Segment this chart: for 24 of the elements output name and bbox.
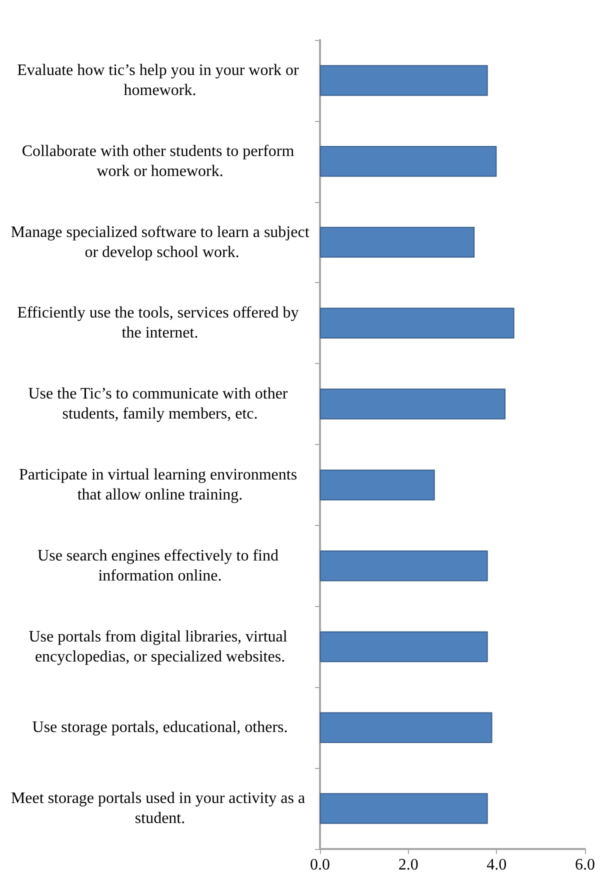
bar <box>320 226 475 258</box>
bar <box>320 550 488 582</box>
bar <box>320 712 492 744</box>
x-tick-label: 2.0 <box>398 856 418 874</box>
y-tick-label: Use the Tic’s to communicate with other students, family members, etc. <box>28 386 292 423</box>
x-tick-label: 6.0 <box>575 856 595 874</box>
y-tick-label: Use search engines effectively to find information online. <box>38 547 282 584</box>
y-tick-label: Evaluate how tic’s help you in your work or homework. <box>17 62 303 99</box>
y-tick-label: Use portals from digital libraries, virtual encyclopedias, or specialized websites. <box>28 628 292 666</box>
y-tick-label: Participate in virtual learning environments that allow online training. <box>18 466 302 504</box>
y-tick-label: Collaborate with other students to perform work or homework. <box>22 142 298 180</box>
bar <box>320 65 488 96</box>
bar <box>320 146 497 177</box>
y-tick-label: Use storage portals, educational, others. <box>32 719 288 736</box>
y-tick-label: Efficiently use the tools, services offered by the internet. <box>17 304 303 342</box>
bar <box>320 470 435 500</box>
bar <box>320 308 514 339</box>
bar <box>320 388 506 420</box>
bar <box>320 793 488 824</box>
y-tick-label: Meet storage portals used in your activity as a student. <box>10 790 310 828</box>
bar <box>320 631 488 662</box>
y-tick-label: Manage specialized software to learn a subject or develop school work. <box>10 224 310 261</box>
x-tick-label: 4.0 <box>486 856 507 874</box>
x-tick-label: 0.0 <box>310 856 330 874</box>
